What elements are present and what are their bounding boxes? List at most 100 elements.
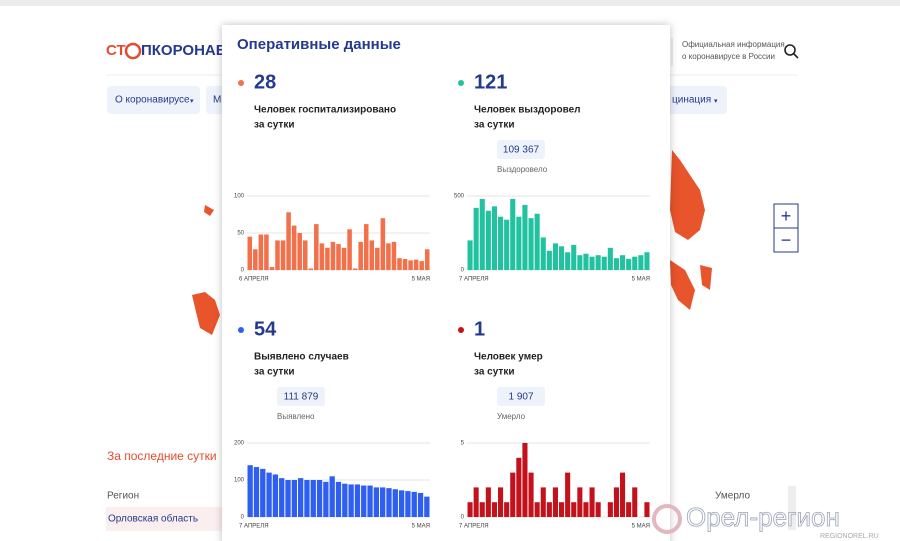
bar: [626, 258, 632, 270]
table-cell: Орловская область: [108, 513, 198, 525]
bar: [323, 481, 329, 517]
zoom-in[interactable]: [773, 203, 799, 229]
total-badge: [277, 387, 325, 406]
bar: [310, 480, 316, 517]
bar: [308, 268, 314, 270]
bar: [467, 240, 473, 270]
bar: [402, 258, 408, 270]
bar: [528, 472, 534, 517]
total-value: 111 879: [284, 392, 319, 403]
bar: [424, 496, 430, 517]
bar: [329, 476, 335, 517]
bar: [342, 483, 348, 517]
bar: [358, 241, 363, 270]
watermark-url: REGIONOREL.RU: [820, 533, 879, 540]
total-label: Выявлено: [277, 412, 315, 421]
bar: [601, 256, 607, 270]
bar: [540, 487, 546, 517]
header-info: о коронавирусе в России: [682, 52, 775, 61]
bar: [565, 472, 571, 517]
nav-label: М: [213, 95, 221, 106]
bar: [417, 492, 424, 517]
x-label: 7 АПРЕЛЯ: [459, 524, 489, 530]
bar: [260, 468, 266, 517]
bar: [286, 212, 291, 270]
stat-label: Человек выздоровел: [474, 105, 581, 116]
nav-button[interactable]: [206, 86, 226, 114]
dot: [238, 327, 244, 333]
bar: [528, 218, 534, 270]
bar: [540, 237, 546, 270]
bar: [577, 255, 583, 270]
total-badge: [497, 387, 545, 406]
bar: [565, 252, 571, 270]
popup-title: Оперативные данные: [237, 36, 401, 53]
bar: [485, 487, 491, 517]
table-row: [106, 507, 226, 531]
bar: [552, 243, 558, 270]
dot: [238, 80, 244, 86]
bar: [369, 240, 375, 270]
bar: [607, 502, 613, 517]
bar: [473, 207, 479, 270]
bar: [510, 198, 516, 270]
bar: [479, 502, 485, 517]
total-badge: [497, 140, 545, 159]
watermark: Орел-регион: [686, 502, 840, 532]
bar: [571, 502, 577, 517]
y-tick-label: 0: [241, 268, 245, 274]
bar: [638, 255, 644, 270]
scrollbar: [788, 486, 796, 530]
total-label: Выздоровело: [497, 165, 548, 174]
bar: [620, 472, 626, 517]
bar: [491, 206, 497, 270]
nav-label: цинация: [672, 95, 711, 106]
bar: [589, 487, 595, 517]
map: [192, 150, 712, 335]
y-tick-label: 100: [234, 478, 245, 484]
stat-value: 28: [254, 71, 276, 93]
logo: СТ: [106, 42, 126, 59]
bar: [516, 216, 522, 270]
bar: [552, 487, 558, 517]
bar: [361, 485, 367, 517]
search-icon[interactable]: [784, 44, 796, 56]
popup: [222, 25, 670, 541]
bar: [620, 255, 626, 270]
bar: [314, 224, 319, 270]
y-tick-label: 50: [237, 231, 244, 237]
bar: [546, 502, 552, 517]
bar: [424, 249, 430, 270]
search-icon: [793, 53, 799, 59]
stat-value: 121: [474, 71, 507, 93]
bar: [516, 457, 522, 517]
bar: [632, 487, 638, 517]
nav-button[interactable]: [107, 86, 200, 114]
zoom-out[interactable]: [773, 227, 799, 253]
x-label: 5 МАЯ: [412, 524, 430, 530]
bar: [253, 467, 260, 517]
bar: [304, 480, 310, 517]
bar: [258, 234, 264, 270]
bar: [522, 204, 528, 270]
bar: [391, 241, 397, 270]
bar: [247, 465, 253, 517]
logo-icon: [124, 42, 142, 60]
bar: [297, 233, 302, 270]
nav-button[interactable]: [660, 86, 727, 114]
bar: [595, 502, 601, 517]
bar: [280, 240, 286, 270]
bar: [253, 249, 258, 270]
total-label: Умерло: [497, 412, 526, 421]
bar: [336, 244, 341, 270]
dot: [458, 327, 464, 333]
bar: [626, 502, 632, 517]
bar: [595, 255, 601, 270]
bar: [498, 487, 504, 517]
bar: [559, 502, 565, 517]
bar: [467, 502, 473, 517]
header-info: Официальная информация: [682, 40, 785, 49]
bar: [491, 502, 497, 517]
bar: [607, 247, 613, 270]
